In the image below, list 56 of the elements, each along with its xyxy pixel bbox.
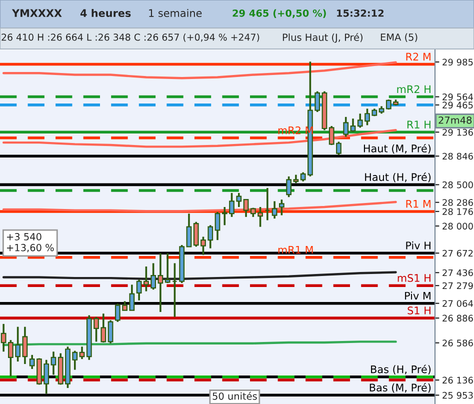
line-series [2,61,397,80]
candlestick [22,326,28,365]
y-tick-label: 27 279 [442,282,473,290]
line-series [2,271,397,280]
ref-line-label: mR1 M [278,246,313,254]
y-tick-label: 26 886 [442,314,473,322]
text: 29 465 (+0,50 %) [232,9,326,18]
text: 15:32:12 [337,9,384,17]
candlestick [79,346,85,360]
y-tick-label: 27 672 [442,250,473,257]
annotation: 50 unités [212,392,257,400]
ref-line-label: Piv H [406,241,430,250]
y-tick-label: 28 500 [442,181,473,188]
candlestick [158,252,164,313]
ref-line-label: R1 M [406,200,430,208]
ref-line-label: S1 H [408,306,430,314]
ref-line-label: Haut (M, Pré) [364,144,431,154]
text: 4 heures [80,8,131,18]
candlestick [278,198,284,216]
y-tick-label: 29 564 [442,94,474,100]
candlestick [243,198,249,218]
chart-title: YMXXXX [12,9,62,17]
y-tick-label: 29 465 [442,102,473,109]
y-tick-label: 28 176 [442,208,473,216]
candlestick [272,200,278,220]
text: 1 semaine [149,8,202,18]
y-tick-label: 26 136 [442,376,473,384]
ref-line-label: Bas (M, Pré) [370,383,431,393]
text: Plus Haut (J, Pré) [282,33,362,43]
ref-line-label: Bas (H, Pré) [371,364,431,374]
y-tick-label: 26 586 [442,340,473,346]
y-tick-label: 28 000 [442,222,473,230]
ref-line-label: Piv M [405,292,430,300]
y-tick-label: 29 985 [442,58,473,66]
candlestick [350,118,356,133]
text: 27m48 [438,116,472,124]
ref-line-label: Haut (H, Pré) [365,172,431,182]
y-tick-label: 28 286 [442,199,473,206]
candlestick [50,350,56,376]
text: EMA (5) [380,33,418,42]
ref-line-label: R1 H [407,120,430,128]
annotation: +3 540 +13,60 % [7,233,54,252]
y-tick-label: 28 846 [442,152,473,160]
y-tick-label: 25 953 [442,392,473,399]
text: 26 410 H :26 664 L :26 348 C :26 657 (+0,94 % +247) [2,33,260,42]
y-tick-label: 27 436 [442,269,473,276]
candlestick [108,319,114,344]
ref-line-label: R2 M [406,52,430,60]
candlestick [214,211,220,241]
y-tick-label: 27 064 [442,300,474,307]
ref-line-label: mS1 H [398,274,430,282]
y-tick-label: 29 136 [442,128,473,136]
candlestick [343,116,349,138]
candlestick [164,252,170,284]
ref-line-label: mR2 H [397,85,430,93]
candlestick [186,212,192,248]
